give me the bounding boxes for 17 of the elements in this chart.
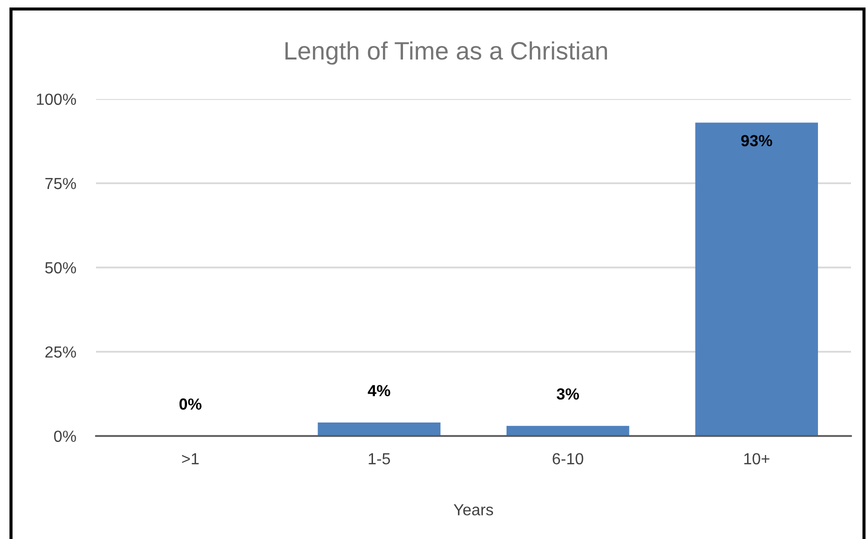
x-tick-label: >1 [182,453,199,464]
y-tick-label: 75% [45,178,76,190]
chart-title: Length of Time as a Christian [285,41,607,65]
x-tick-label: 1-5 [368,453,390,464]
data-label: 93% [741,135,772,146]
data-label: 0% [179,398,202,410]
data-label: 4% [368,384,390,396]
y-tick-label: 0% [54,430,76,442]
y-tick-label: 25% [45,346,76,358]
x-tick-label: 10+ [744,453,770,464]
y-tick-label: 50% [45,262,76,274]
y-tick-label: 100% [36,94,76,105]
x-axis-title: Years [454,504,494,516]
data-label: 3% [556,388,579,400]
bar [318,422,440,436]
x-tick-label: 6-10 [552,453,584,464]
bar [695,122,818,436]
